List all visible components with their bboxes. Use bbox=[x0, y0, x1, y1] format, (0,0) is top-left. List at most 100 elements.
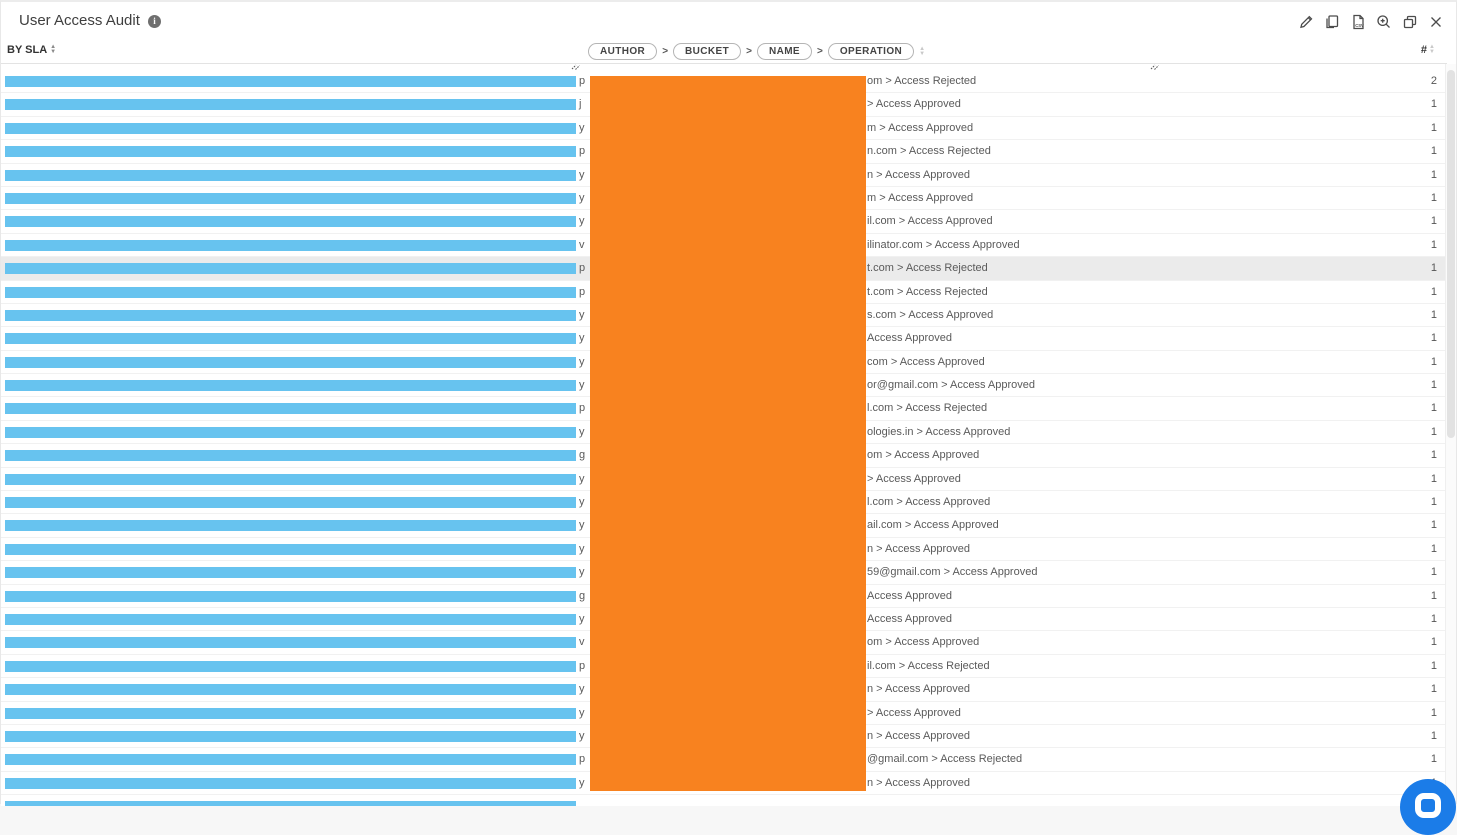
column-header-row: BY SLA ▲ ▼ AUTHOR > BUCKET > NAME > OPERA… bbox=[1, 40, 1447, 70]
by-sla-label: BY SLA bbox=[7, 44, 48, 56]
pill-separator: > bbox=[817, 46, 823, 57]
column-resize-handle[interactable] bbox=[571, 57, 581, 75]
row-path-text: > Access Approved bbox=[867, 98, 961, 111]
sla-bar bbox=[5, 76, 576, 87]
sla-bar bbox=[5, 590, 576, 602]
row-path-lead: v bbox=[579, 636, 585, 649]
row-count: 1 bbox=[1430, 121, 1437, 134]
row-path-lead: y bbox=[579, 355, 585, 368]
row-path-text: Access Approved bbox=[867, 612, 952, 625]
table-row[interactable] bbox=[1, 795, 1447, 806]
row-path-lead: v bbox=[579, 238, 585, 251]
sort-icon[interactable]: ▲ ▼ bbox=[1429, 44, 1435, 55]
svg-text:CSV: CSV bbox=[1355, 23, 1364, 28]
row-count: 1 bbox=[1430, 519, 1437, 532]
sla-bar bbox=[5, 450, 576, 462]
pill-name[interactable]: NAME bbox=[756, 43, 812, 60]
row-path-text: om > Access Approved bbox=[867, 636, 980, 649]
row-count: 1 bbox=[1430, 98, 1437, 111]
row-count: 1 bbox=[1430, 332, 1437, 345]
row-count: 1 bbox=[1430, 706, 1437, 719]
row-path-lead: y bbox=[579, 191, 585, 204]
row-path-lead: y bbox=[579, 683, 585, 696]
sla-bar bbox=[5, 403, 576, 415]
row-path-lead: p bbox=[579, 659, 586, 672]
scrollbar-thumb[interactable] bbox=[1447, 70, 1455, 438]
row-count: 1 bbox=[1430, 753, 1437, 766]
row-path-text: il.com > Access Approved bbox=[867, 215, 993, 228]
row-path-lead: y bbox=[579, 566, 585, 579]
row-count: 1 bbox=[1430, 683, 1437, 696]
sla-bar bbox=[5, 730, 576, 742]
row-path-lead: y bbox=[579, 332, 585, 345]
row-count: 1 bbox=[1430, 472, 1437, 485]
sla-bar bbox=[5, 707, 576, 719]
sla-bar bbox=[5, 333, 576, 345]
maximize-icon[interactable] bbox=[1401, 13, 1418, 30]
sla-bar bbox=[5, 309, 576, 321]
row-path-lead: p bbox=[579, 402, 586, 415]
row-count: 1 bbox=[1430, 589, 1437, 602]
row-path-text: n > Access Approved bbox=[867, 729, 971, 742]
sla-bar bbox=[5, 426, 576, 438]
sla-bar bbox=[5, 520, 576, 532]
pill-operation[interactable]: OPERATION bbox=[827, 43, 915, 60]
row-path-text: Access Approved bbox=[867, 589, 952, 602]
count-label: # bbox=[1420, 44, 1428, 56]
redaction-overlay bbox=[590, 76, 866, 791]
row-count: 1 bbox=[1430, 566, 1437, 579]
row-path-lead: y bbox=[579, 729, 585, 742]
row-path-text: om > Access Rejected bbox=[867, 75, 977, 87]
sla-bar bbox=[5, 684, 576, 696]
row-path-text: n > Access Approved bbox=[867, 168, 971, 181]
row-path-text: n > Access Approved bbox=[867, 683, 971, 696]
row-count: 1 bbox=[1430, 262, 1437, 275]
zoom-in-icon[interactable] bbox=[1375, 13, 1392, 30]
row-path-lead: p bbox=[579, 285, 586, 298]
column-resize-handle[interactable] bbox=[1150, 57, 1160, 75]
row-path-text: t.com > Access Rejected bbox=[867, 262, 988, 275]
row-path-text: ail.com > Access Approved bbox=[867, 519, 999, 532]
sla-bar bbox=[5, 777, 576, 789]
widget-title: User Access Audit bbox=[19, 12, 140, 29]
pill-separator: > bbox=[662, 46, 669, 57]
sort-icon[interactable]: ▲ ▼ bbox=[50, 44, 57, 55]
row-count: 1 bbox=[1430, 168, 1437, 181]
row-path-text: @gmail.com > Access Rejected bbox=[867, 753, 1023, 766]
export-csv-icon[interactable]: CSV bbox=[1349, 13, 1366, 30]
row-path-lead: y bbox=[579, 379, 585, 392]
sla-bar bbox=[5, 286, 576, 298]
row-path-lead: y bbox=[579, 215, 585, 228]
row-path-text: s.com > Access Approved bbox=[867, 308, 994, 321]
sla-bar bbox=[5, 169, 576, 181]
row-path-lead: y bbox=[579, 496, 585, 509]
row-path-text: n > Access Approved bbox=[867, 542, 971, 555]
vertical-scrollbar[interactable] bbox=[1445, 64, 1456, 806]
row-path-text: t.com > Access Rejected bbox=[867, 285, 988, 298]
sort-icon[interactable]: ▲ ▼ bbox=[919, 45, 926, 57]
row-path-text: Access Approved bbox=[867, 332, 952, 345]
info-icon[interactable]: i bbox=[148, 15, 161, 28]
row-path-text: n.com > Access Rejected bbox=[867, 145, 991, 158]
sla-bar bbox=[5, 567, 576, 579]
column-header-by-sla[interactable]: BY SLA ▲ ▼ bbox=[7, 44, 56, 56]
copy-icon[interactable] bbox=[1323, 13, 1340, 30]
sla-bar bbox=[5, 380, 576, 392]
row-path-lead: y bbox=[579, 612, 585, 625]
row-path-text: m > Access Approved bbox=[867, 191, 974, 204]
row-path-lead: p bbox=[579, 75, 586, 87]
column-header-count[interactable]: # ▲ ▼ bbox=[1421, 44, 1435, 56]
pill-bucket[interactable]: BUCKET bbox=[673, 43, 742, 60]
pill-author[interactable]: AUTHOR bbox=[588, 43, 658, 60]
row-count: 1 bbox=[1430, 355, 1437, 368]
row-count: 1 bbox=[1430, 636, 1437, 649]
close-icon[interactable] bbox=[1427, 13, 1444, 30]
row-count: 1 bbox=[1430, 238, 1437, 251]
row-path-text: l.com > Access Approved bbox=[867, 496, 991, 509]
row-path-lead: p bbox=[579, 753, 586, 766]
row-count: 1 bbox=[1430, 659, 1437, 672]
row-count: 1 bbox=[1430, 449, 1437, 462]
sla-bar bbox=[5, 146, 576, 158]
chat-launcher-button[interactable] bbox=[1400, 779, 1456, 835]
edit-pencil-icon[interactable] bbox=[1297, 13, 1314, 30]
